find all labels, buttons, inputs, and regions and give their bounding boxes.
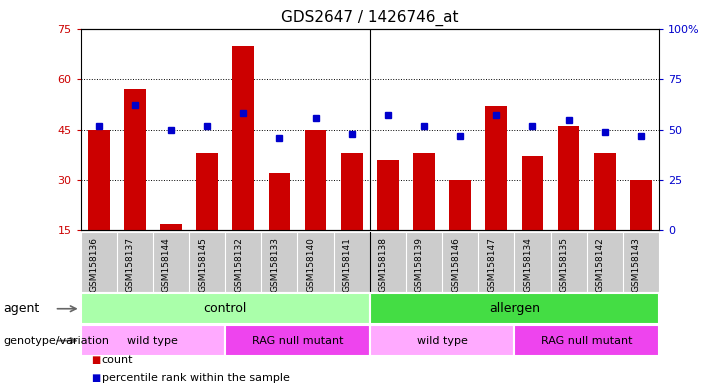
Text: GSM158137: GSM158137 [126,237,135,292]
Bar [341,153,362,230]
Text: GSM158143: GSM158143 [632,237,641,292]
Bar [268,173,290,230]
Bar [377,160,399,230]
Bar [449,180,471,230]
Text: ■: ■ [91,373,100,383]
Text: GSM158142: GSM158142 [596,237,605,292]
Text: agent: agent [4,302,40,315]
Bar [160,223,182,230]
Text: count: count [102,355,133,365]
Bar [305,129,327,230]
Bar [124,89,146,230]
Text: ■: ■ [91,355,100,365]
Text: RAG null mutant: RAG null mutant [541,336,632,346]
Bar [630,180,652,230]
Text: RAG null mutant: RAG null mutant [252,336,343,346]
Bar [81,293,370,324]
Bar [413,153,435,230]
Text: GSM158138: GSM158138 [379,237,388,292]
Text: GSM158144: GSM158144 [162,237,171,292]
Title: GDS2647 / 1426746_at: GDS2647 / 1426746_at [281,10,458,26]
Bar [88,129,109,230]
Bar [370,325,515,356]
Text: GSM158132: GSM158132 [234,237,243,292]
Bar [233,46,254,230]
Text: allergen: allergen [489,302,540,315]
Text: GSM158140: GSM158140 [306,237,315,292]
Bar [81,325,225,356]
Bar [594,153,615,230]
Text: genotype/variation: genotype/variation [4,336,109,346]
Bar [485,106,507,230]
Text: wild type: wild type [416,336,468,346]
Text: GSM158139: GSM158139 [415,237,424,292]
Text: percentile rank within the sample: percentile rank within the sample [102,373,290,383]
Text: GSM158134: GSM158134 [524,237,533,292]
Bar [196,153,218,230]
Text: GSM158145: GSM158145 [198,237,207,292]
Text: control: control [203,302,247,315]
Bar [558,126,580,230]
Text: GSM158141: GSM158141 [343,237,352,292]
Bar [225,325,370,356]
Bar [522,157,543,230]
Text: GSM158136: GSM158136 [90,237,99,292]
Text: GSM158146: GSM158146 [451,237,460,292]
Text: GSM158135: GSM158135 [559,237,569,292]
Bar [370,293,659,324]
Text: wild type: wild type [128,336,178,346]
Text: GSM158133: GSM158133 [271,237,280,292]
Text: GSM158147: GSM158147 [487,237,496,292]
Bar [515,325,659,356]
